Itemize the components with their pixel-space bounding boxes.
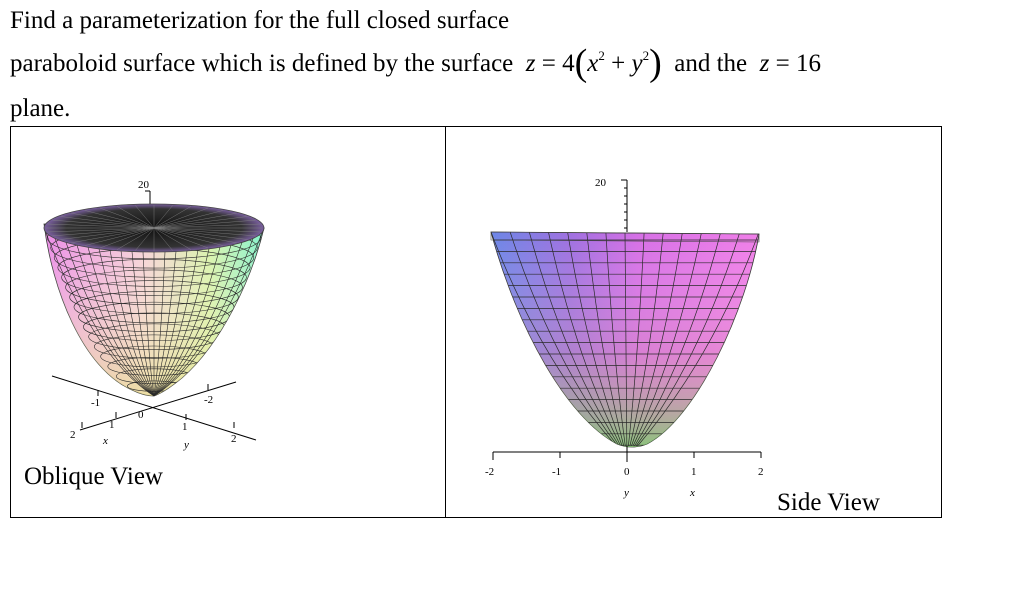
oblique-view-plot: 20 2 1 -1 0 -2 1 2 x y [43,179,265,451]
side-tick-1: 1 [691,466,697,478]
oblique-x-tick-2: 2 [70,429,76,441]
surface-equation: z = 4(x2 + y2) [525,42,662,84]
problem-line-3: plane. [10,95,71,122]
problem-line-2: paraboloid surface which is defined by t… [10,42,821,84]
oblique-x-tick-1: 1 [109,419,115,431]
side-z-tick: 20 [595,177,607,189]
oblique-view-caption: Oblique View [24,463,163,490]
plane-equation: z = 16 [759,50,821,77]
side-axis-label-x: x [689,487,695,499]
figure-divider [445,127,446,517]
oblique-x-tick-m1: -1 [91,397,100,409]
side-z-axis [621,179,628,232]
side-tick-2: 2 [758,466,764,478]
oblique-y-tick-1: 1 [182,421,188,433]
side-view-caption: Side View [777,489,880,516]
figure-table: 20 2 1 -1 0 -2 1 2 x y Oblique View [10,126,942,518]
and-the-text: and the [674,50,748,77]
side-view-plot: 20 -2 -1 0 1 2 y x [485,177,764,499]
problem-line-2-text: paraboloid surface which is defined by t… [10,50,514,77]
oblique-y-tick-m2: -2 [204,394,213,406]
problem-line-1: Find a parameterization for the full clo… [10,7,510,34]
side-axis-label-y: y [623,487,629,499]
side-tick-m1: -1 [552,466,561,478]
oblique-x-label: x [102,435,108,447]
oblique-y-label: y [183,439,189,451]
side-tick-0: 0 [624,466,630,478]
oblique-y-tick-2: 2 [231,433,237,445]
side-x-axis [492,446,762,462]
oblique-z-tick: 20 [138,179,150,191]
side-tick-m2: -2 [485,466,494,478]
oblique-origin: 0 [138,409,144,421]
